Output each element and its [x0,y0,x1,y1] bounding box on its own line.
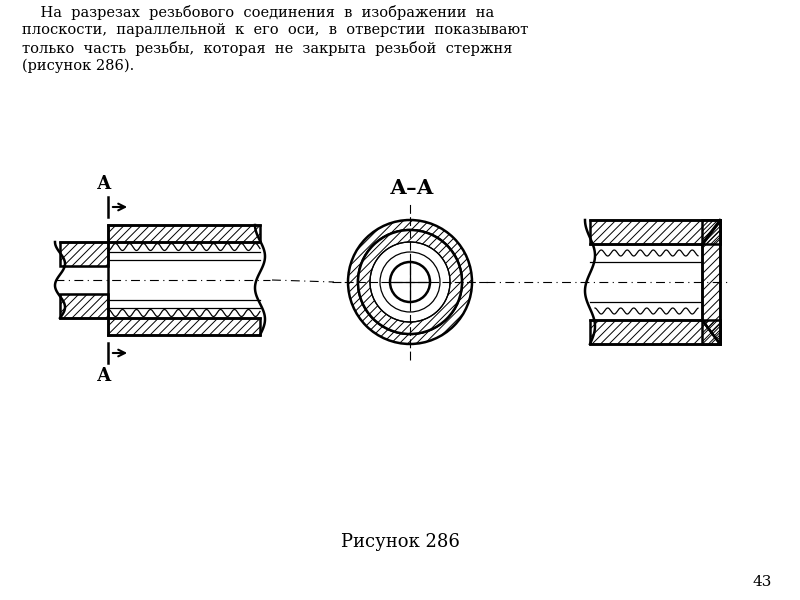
Polygon shape [60,242,108,266]
Polygon shape [702,220,720,244]
Text: А–А: А–А [390,178,434,198]
Polygon shape [702,220,720,344]
Text: А: А [97,367,111,385]
Polygon shape [60,294,108,318]
Text: только  часть  резьбы,  которая  не  закрыта  резьбой  стержня: только часть резьбы, которая не закрыта … [22,41,512,56]
Polygon shape [590,320,720,344]
Text: плоскости,  параллельной  к  его  оси,  в  отверстии  показывают: плоскости, параллельной к его оси, в отв… [22,23,528,37]
Text: А: А [97,175,111,193]
Polygon shape [348,220,472,344]
Polygon shape [702,320,720,344]
Text: 43: 43 [752,575,772,589]
Polygon shape [108,318,260,335]
Text: Рисунок 286: Рисунок 286 [341,533,459,551]
Polygon shape [590,220,720,244]
Polygon shape [358,230,462,334]
Text: На  разрезах  резьбового  соединения  в  изображении  на: На разрезах резьбового соединения в изоб… [22,5,494,20]
Polygon shape [108,225,260,242]
Circle shape [390,262,430,302]
Text: (рисунок 286).: (рисунок 286). [22,59,134,73]
